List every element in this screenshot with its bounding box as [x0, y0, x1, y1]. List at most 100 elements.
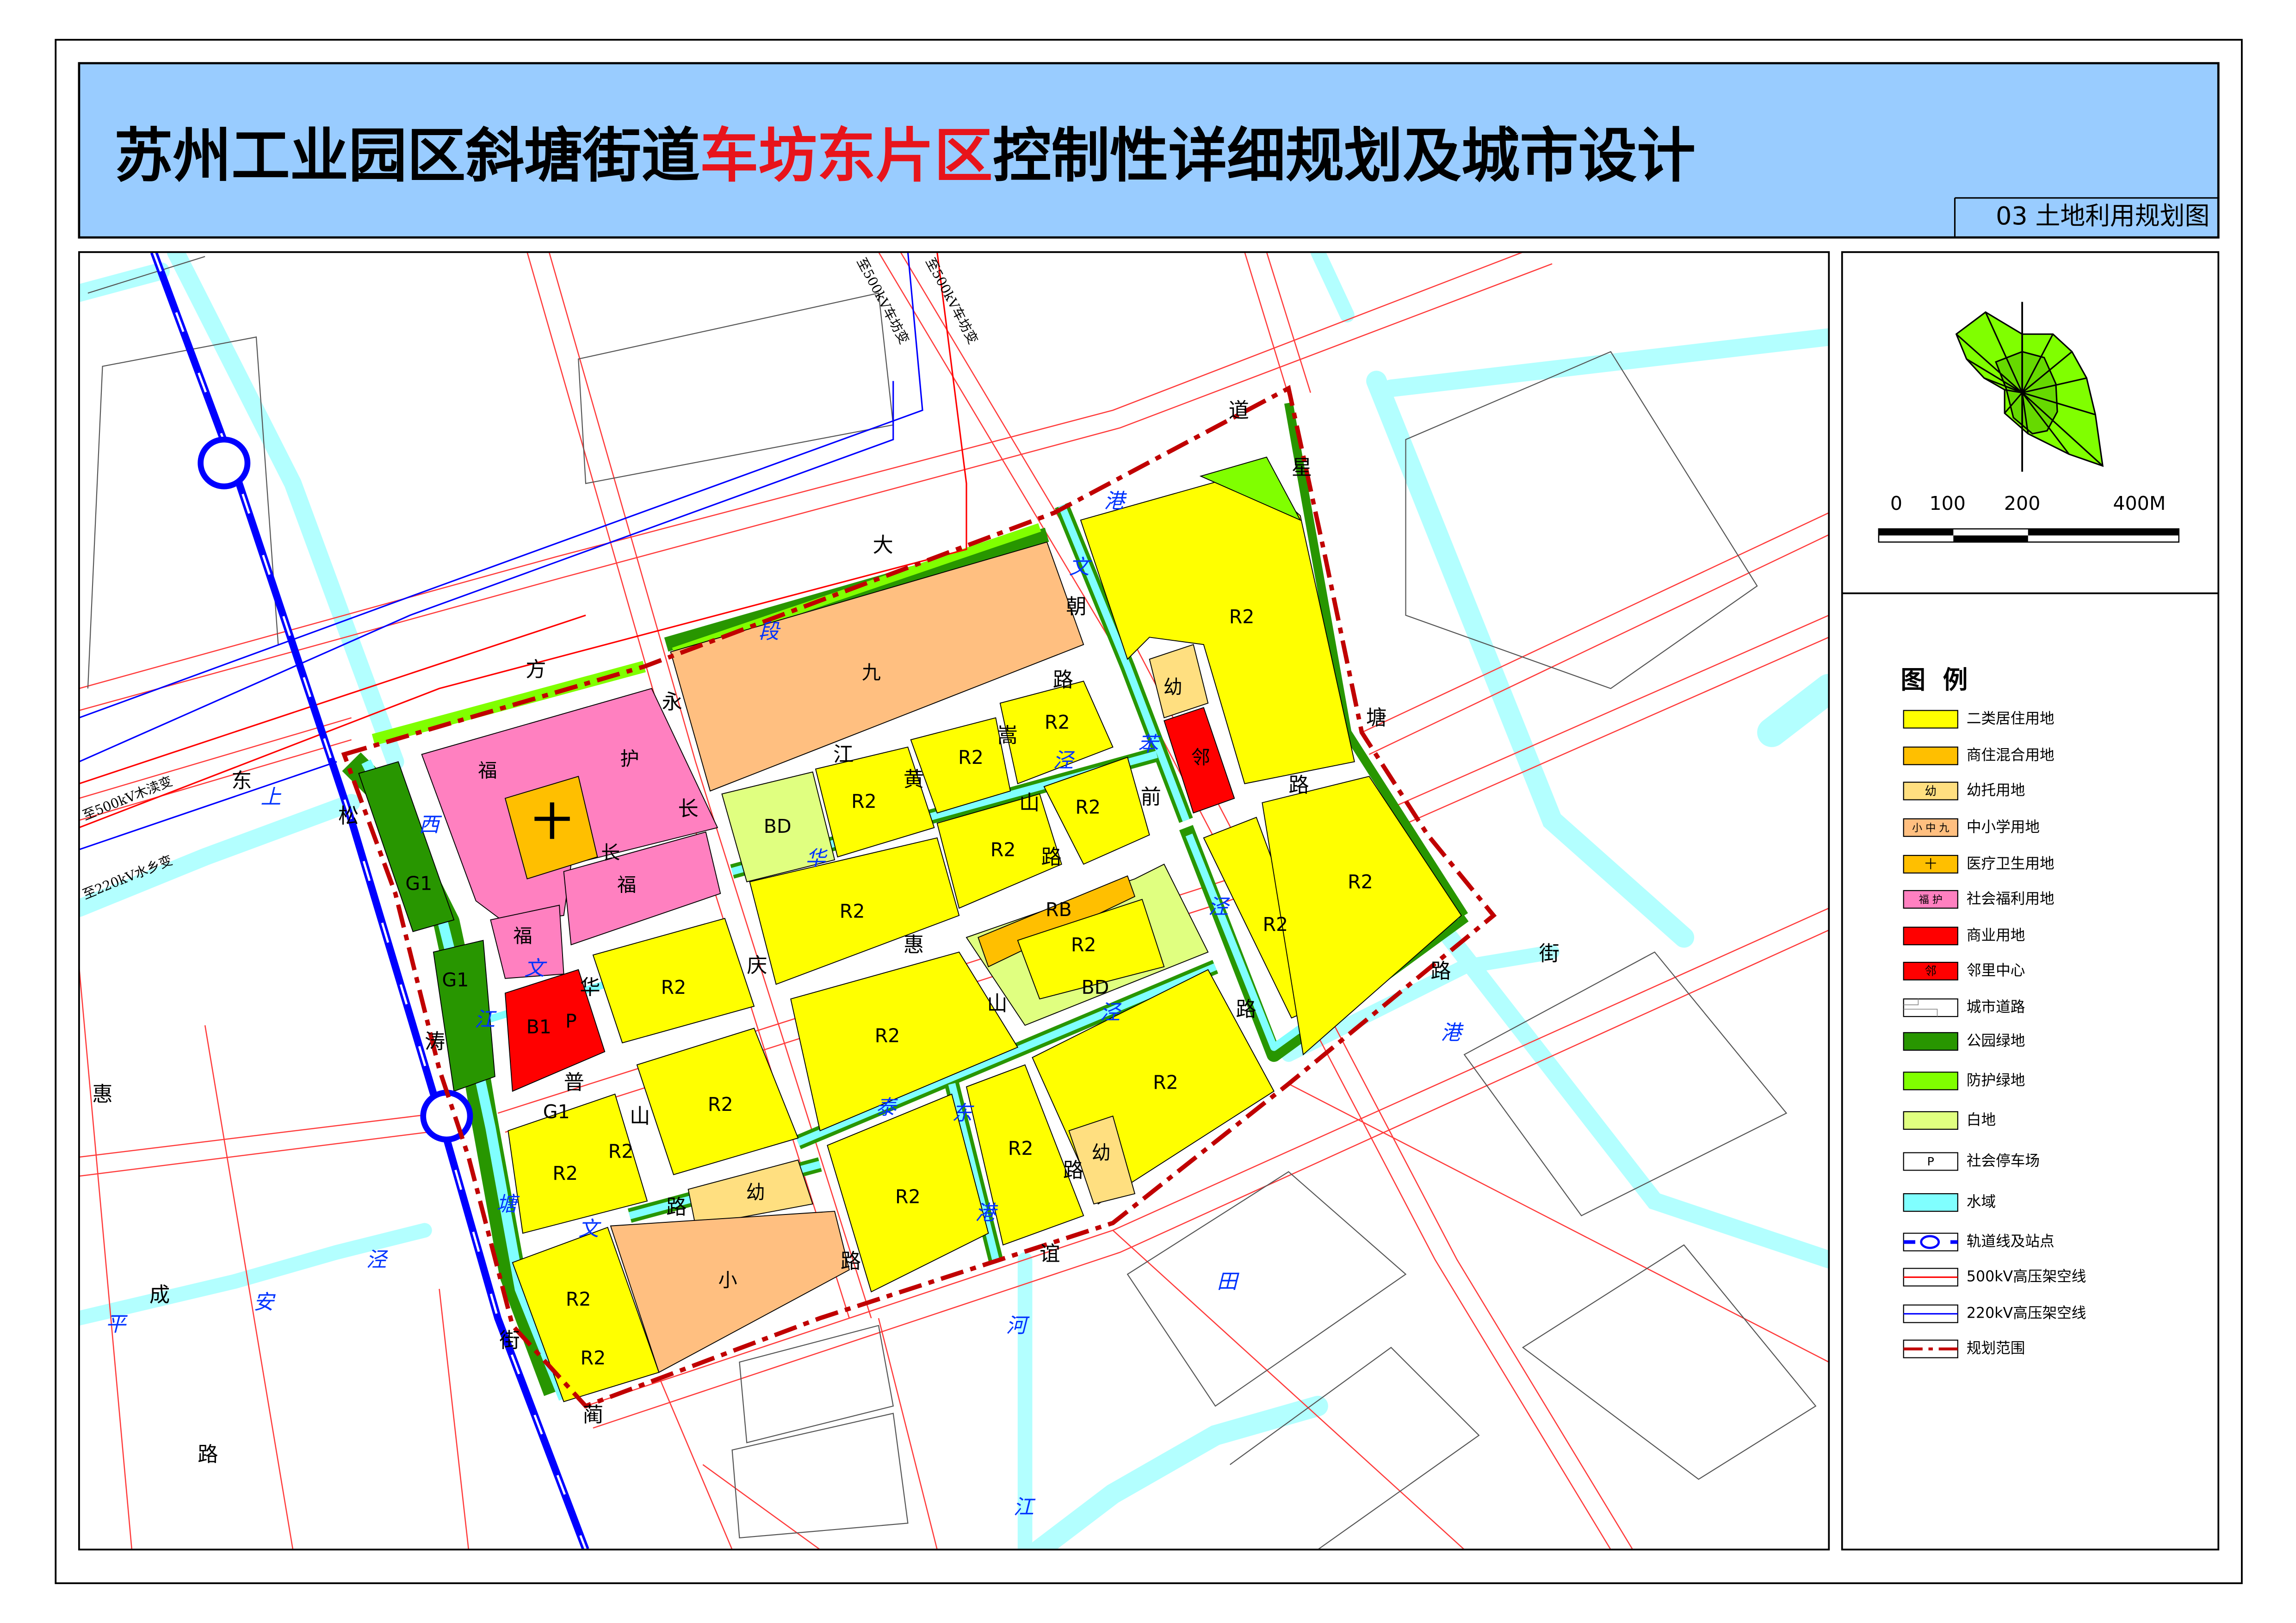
block-outlines	[87, 256, 1817, 1550]
waterway-name-label: 段	[759, 620, 781, 644]
legend-item: 商住混合用地	[1903, 746, 2055, 765]
parcel-label: R2	[990, 838, 1016, 861]
road-name-label: 路	[841, 1250, 861, 1273]
parcel-label: G1	[442, 969, 469, 991]
waterway-name-label: 江	[1013, 1496, 1036, 1519]
waterway-name-label: 港	[1441, 1021, 1464, 1045]
road-name-label: 塘	[1366, 706, 1386, 730]
parcel-label: B1	[526, 1016, 551, 1038]
legend-item: 十 医疗卫生用地	[1903, 855, 2055, 874]
parcel	[670, 541, 1084, 792]
parcel-label: P	[565, 1010, 577, 1032]
parcel	[504, 775, 598, 880]
legend-symbol: 福 护	[1919, 894, 1943, 906]
parcel-label: R2	[1071, 934, 1096, 956]
parcel-label: 长	[601, 842, 620, 864]
parcel	[1199, 456, 1301, 521]
legend-item: 白地	[1903, 1111, 1996, 1130]
legend-label: 二类居住用地	[1967, 711, 2055, 727]
legend-symbol: P	[1927, 1154, 1934, 1168]
road-name-label: 朝	[1066, 595, 1086, 619]
road-name-label: 前	[1141, 786, 1161, 809]
waterway-name-label: 西	[419, 813, 442, 837]
parcel-label: 福	[513, 925, 532, 947]
legend-item: 福 护 社会福利用地	[1903, 890, 2055, 909]
road-name-label: 路	[1236, 997, 1256, 1021]
city-roads	[79, 252, 1829, 1550]
legend-item: 水域	[1903, 1193, 1996, 1212]
waterway-name-label: 东	[952, 1102, 974, 1125]
legend-item: 城市道路	[1903, 998, 2025, 1017]
road-name-label: 谊	[1040, 1242, 1060, 1266]
legend-label: 轨道线及站点	[1967, 1233, 2055, 1250]
waterway-name-label: 上	[260, 786, 281, 809]
parcel-label: 九	[862, 661, 881, 683]
legend-swatch	[1903, 781, 1958, 800]
parcel	[999, 681, 1114, 785]
planning-boundary	[341, 385, 1497, 1409]
parcel-label: R2	[1075, 796, 1101, 818]
parcel	[636, 1028, 799, 1176]
legend-swatch	[1903, 818, 1958, 837]
parcel-label: 幼	[1092, 1142, 1111, 1164]
legend-item: 220kV高压架空线	[1903, 1304, 2086, 1323]
legend-symbol: 邻	[1925, 964, 1937, 978]
power-lines	[79, 252, 967, 850]
legend-label: 医疗卫生用地	[1967, 855, 2055, 872]
wind-rose-north-arrow-icon	[1955, 302, 2104, 472]
waterway-name-label: 文	[1069, 556, 1092, 579]
legend-swatch	[1903, 855, 1958, 874]
legend-swatch	[1903, 1152, 1958, 1171]
legend-item: 幼 幼托用地	[1903, 781, 2025, 800]
waterway-name-label: 泾	[1053, 749, 1075, 772]
parcel	[610, 1211, 850, 1373]
road-name-label: 路	[1288, 774, 1309, 797]
legend-swatch	[1903, 1193, 1958, 1212]
parcel-label: G1	[543, 1101, 570, 1123]
road-name-label: 东	[231, 769, 252, 793]
legend-item: 商业用地	[1903, 926, 2025, 946]
parcel	[721, 771, 835, 883]
sheet-subtitle: 03 土地利用规划图	[1996, 201, 2209, 230]
parcel	[358, 761, 455, 932]
road-name-label: 街	[1539, 942, 1560, 966]
parcel	[504, 969, 606, 1092]
parcel-label: R2	[661, 976, 687, 998]
road-name-label: 惠	[92, 1083, 112, 1106]
legend-label: 商业用地	[1967, 927, 2025, 944]
road-name-label: 山	[987, 992, 1007, 1016]
waterway-name-label: 泰	[876, 1096, 898, 1120]
parcel-label: R2	[708, 1093, 733, 1115]
parcel-label: R2	[608, 1140, 634, 1162]
road-name-label: 蔺	[583, 1403, 603, 1427]
road-name-label: 路	[1063, 1159, 1083, 1183]
parcel	[936, 793, 1062, 909]
road-name-label: 街	[499, 1329, 520, 1352]
road-name-label: 庆	[747, 954, 767, 978]
road-name-label: 星	[1292, 456, 1312, 479]
parcel-label: 邻	[1191, 746, 1210, 768]
legend-swatch	[1903, 710, 1958, 729]
hospital-cross-icon: 十	[533, 800, 571, 844]
waterway-name-label: 泾	[1100, 1001, 1122, 1024]
parcel	[592, 917, 755, 1044]
parcel	[433, 940, 495, 1092]
parcel-label: RB	[1046, 898, 1072, 921]
title-band: 苏州工业园区斜塘街道车坊东片区控制性详细规划及城市设计 03 土地利用规划图	[78, 62, 2220, 239]
legend-label: 社会福利用地	[1967, 891, 2055, 907]
road-name-label: 永	[662, 690, 682, 714]
road-name-label: 大	[873, 533, 893, 557]
road-name-label: 路	[1430, 960, 1451, 983]
parcel	[749, 837, 960, 985]
parcel	[687, 1159, 813, 1227]
legend-swatch	[1903, 890, 1958, 909]
legend-swatch	[1903, 1032, 1958, 1051]
road-name-label: 成	[149, 1283, 170, 1307]
parcel-label: R2	[875, 1024, 900, 1047]
waterway-name-label: 平	[105, 1313, 128, 1336]
legend-label: 公园绿地	[1967, 1033, 2025, 1049]
